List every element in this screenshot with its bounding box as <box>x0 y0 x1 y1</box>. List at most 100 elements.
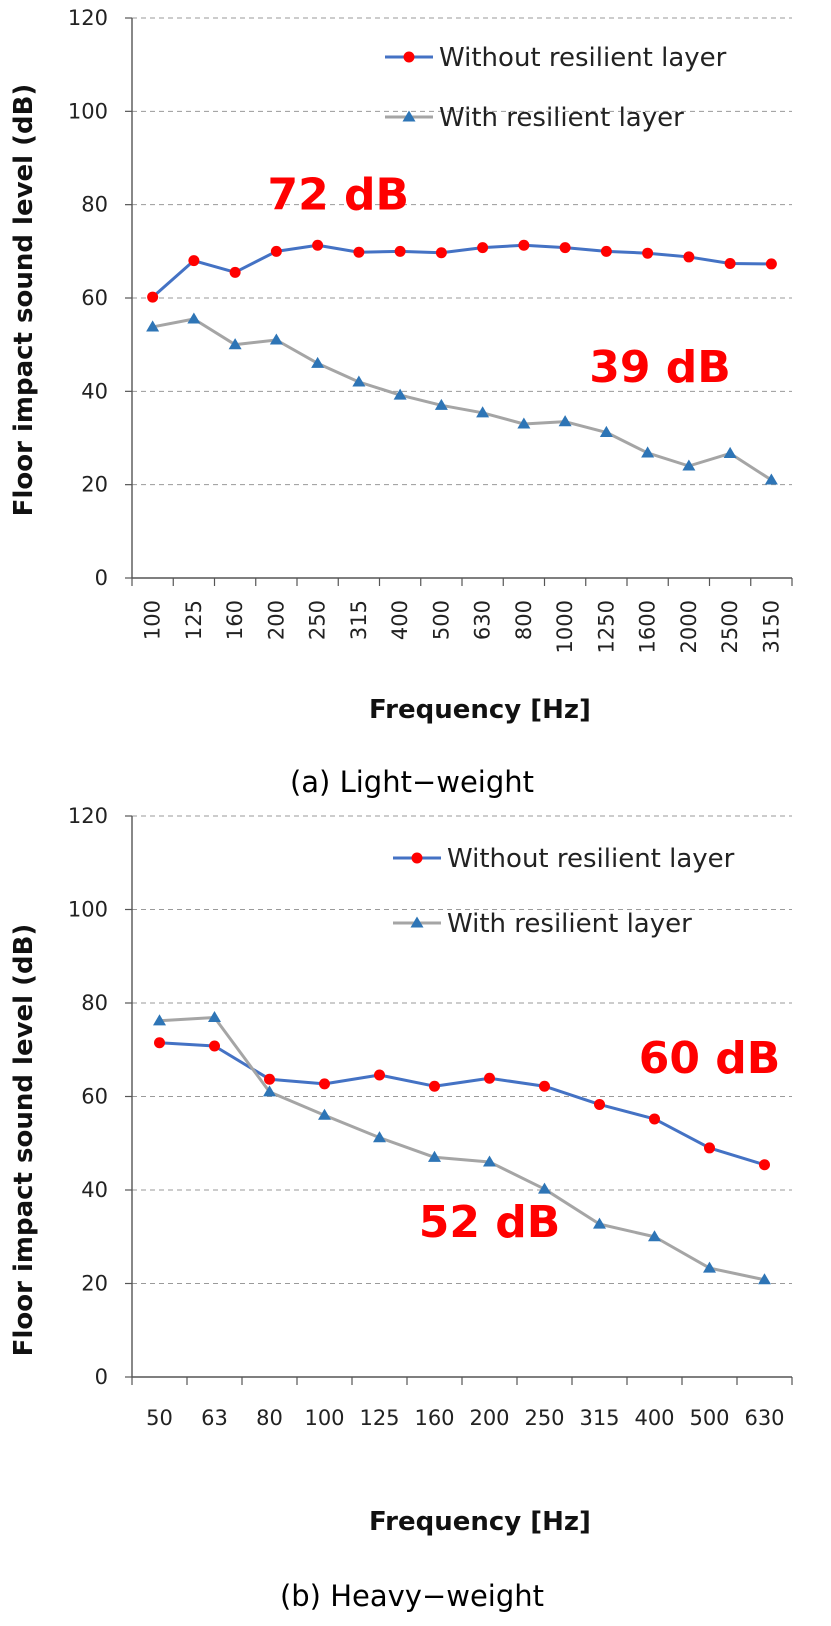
annotation-label: 72 dB <box>267 169 409 220</box>
x-tick-label: 400 <box>388 600 412 640</box>
legend-swatch-marker <box>410 916 424 928</box>
data-point <box>147 291 159 303</box>
data-point <box>642 247 654 259</box>
legend-label: Without resilient layer <box>447 844 735 874</box>
x-tick-label: 315 <box>579 1406 619 1430</box>
y-tick-label: 80 <box>81 193 108 217</box>
x-tick-label: 50 <box>146 1406 173 1430</box>
x-tick-label: 63 <box>201 1406 228 1430</box>
legend-swatch-marker <box>403 51 415 63</box>
data-point <box>477 242 489 254</box>
x-axis-label: Frequency [Hz] <box>369 1507 591 1537</box>
y-tick-label: 40 <box>81 1178 108 1202</box>
y-axis-label: Floor impact sound level (dB) <box>9 924 39 1357</box>
data-point <box>683 251 695 263</box>
y-tick-label: 120 <box>68 804 108 828</box>
x-tick-label: 250 <box>306 600 330 640</box>
x-ticks: 100 125 160 200 250 315 400 500 630 800 1000 1250 16… <box>131 578 793 653</box>
data-point <box>229 266 241 278</box>
data-point <box>429 1080 440 1092</box>
y-tick-label: 0 <box>95 566 108 590</box>
legend-label: Without resilient layer <box>439 43 727 73</box>
data-point <box>648 1230 661 1242</box>
data-point <box>153 1014 166 1026</box>
data-point <box>723 446 737 458</box>
annotations: 72 dB 39 dB <box>267 169 730 393</box>
data-point <box>353 246 365 258</box>
data-point <box>559 242 571 254</box>
legend-swatch-marker <box>402 110 416 122</box>
series-without-resilient-layer <box>147 239 777 303</box>
data-point <box>264 1073 275 1085</box>
data-point <box>593 1217 606 1229</box>
series-line <box>159 1015 765 1282</box>
data-point <box>518 239 530 251</box>
annotation-label: 39 dB <box>589 342 731 393</box>
chart-light-weight: 0 20 40 60 80 100 120 100 125 160 200 250 315 400 500… <box>9 6 793 799</box>
caption-heavy-weight: (b) Heavy−weight <box>280 1579 544 1613</box>
x-tick-label: 80 <box>256 1406 283 1430</box>
x-tick-label: 315 <box>347 600 371 640</box>
data-point <box>476 406 490 418</box>
data-point <box>704 1142 715 1154</box>
data-point <box>263 1085 276 1097</box>
data-point <box>373 1131 386 1143</box>
legend-label: With resilient layer <box>447 909 692 939</box>
data-point <box>209 1040 220 1052</box>
legend-item: Without resilient layer <box>385 43 727 73</box>
caption-light-weight: (a) Light−weight <box>290 765 534 799</box>
data-point <box>352 375 366 387</box>
data-point <box>600 245 612 257</box>
y-tick-label: 40 <box>81 379 108 403</box>
legend-label: With resilient layer <box>439 103 684 133</box>
x-tick-label: 500 <box>689 1406 729 1430</box>
data-point <box>558 415 572 427</box>
series-with-resilient-layer <box>153 1010 771 1285</box>
y-tick-label: 20 <box>81 473 108 497</box>
data-point <box>269 333 283 345</box>
data-point <box>758 1273 771 1285</box>
data-point <box>484 1072 495 1084</box>
series-line <box>152 317 773 482</box>
data-point <box>641 446 655 458</box>
x-tick-label: 630 <box>744 1406 784 1430</box>
data-point <box>703 1261 716 1273</box>
y-tick-label: 120 <box>68 6 108 30</box>
data-point <box>682 459 696 471</box>
x-tick-label: 1600 <box>636 600 660 653</box>
x-tick-label: 800 <box>512 600 536 640</box>
x-tick-label: 125 <box>359 1406 399 1430</box>
x-tick-label: 500 <box>429 600 453 640</box>
data-point <box>538 1182 551 1194</box>
x-tick-label: 1250 <box>594 600 618 653</box>
x-axis-label: Frequency [Hz] <box>369 695 591 725</box>
x-tick-label: 125 <box>182 600 206 640</box>
series-layer <box>146 239 778 485</box>
data-point <box>146 320 160 332</box>
legend-item: With resilient layer <box>385 103 684 133</box>
data-point <box>594 1098 605 1110</box>
y-axis-label: Floor impact sound level (dB) <box>9 84 39 517</box>
legend: Without resilient layer With resilient la… <box>393 844 735 939</box>
series-line <box>159 1041 765 1167</box>
data-point <box>649 1113 660 1125</box>
annotation-label: 52 dB <box>419 1197 561 1248</box>
grid-lines <box>132 17 792 486</box>
y-tick-label: 100 <box>68 99 108 123</box>
data-point <box>318 1108 331 1120</box>
x-ticks: 50 63 80 100 125 160 200 250 315 400 500 630 <box>131 1377 793 1430</box>
data-point <box>428 1150 441 1162</box>
data-point <box>435 247 447 259</box>
series-line <box>151 243 772 299</box>
x-tick-label: 160 <box>223 600 247 640</box>
x-tick-label: 100 <box>141 600 165 640</box>
y-tick-label: 0 <box>95 1365 108 1389</box>
data-point <box>759 1159 770 1171</box>
legend-item: Without resilient layer <box>393 844 735 874</box>
y-tick-label: 100 <box>68 898 108 922</box>
x-tick-label: 250 <box>524 1406 564 1430</box>
data-point <box>154 1037 165 1049</box>
x-tick-label: 400 <box>634 1406 674 1430</box>
legend-swatch-marker <box>411 852 423 864</box>
